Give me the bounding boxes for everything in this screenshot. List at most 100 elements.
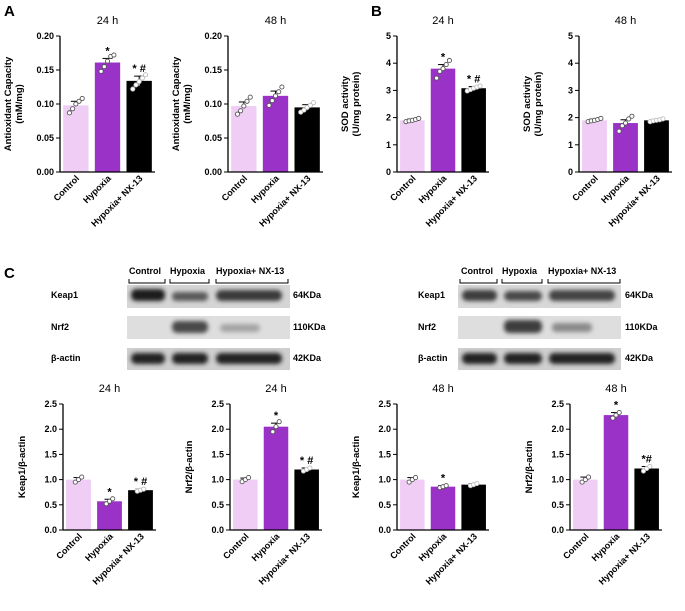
x-tick-label: Hypoxia <box>249 173 282 206</box>
y-tick-label: 0.5 <box>551 500 564 510</box>
data-point <box>141 486 147 492</box>
data-point <box>443 62 449 68</box>
data-point <box>70 106 76 112</box>
kda-64: 64KDa <box>625 290 654 300</box>
significance-label: * <box>107 486 112 498</box>
kda-42: 42KDa <box>293 353 322 363</box>
band-keap1-hypoxia <box>504 291 542 301</box>
data-point <box>273 424 279 430</box>
band-keap1-control <box>462 290 497 301</box>
y-axis-label: (mM/mg) <box>182 84 193 124</box>
data-point <box>106 498 113 504</box>
chart-title: 24 h <box>265 383 286 395</box>
panel-letter-c: C <box>4 265 15 282</box>
bar <box>400 479 425 530</box>
bar <box>461 484 486 530</box>
data-point <box>660 116 666 122</box>
significance-label: * <box>105 45 110 57</box>
y-tick-label: 2.0 <box>44 424 57 434</box>
data-point <box>622 120 629 126</box>
data-point <box>301 107 307 113</box>
data-point <box>406 479 412 485</box>
data-point <box>276 419 282 425</box>
x-tick-label: Control <box>388 173 418 203</box>
y-tick-label: 0 <box>386 167 391 177</box>
data-point <box>579 479 585 485</box>
y-tick-label: 1.0 <box>44 475 57 485</box>
y-tick-label: 0.0 <box>211 525 224 535</box>
bar <box>430 486 456 530</box>
data-point <box>143 72 149 78</box>
chart-3: 48 h 0 1 2 3 4 5 SOD activity (U/mg protein) Cont… <box>522 15 672 229</box>
y-tick-label: 2.5 <box>378 399 391 409</box>
band-keap1-control <box>131 289 165 301</box>
x-tick-label: Control <box>388 531 418 561</box>
data-point <box>619 123 625 129</box>
panel-letter-a: A <box>4 3 15 20</box>
y-tick-label: 2.5 <box>551 399 564 409</box>
data-point <box>412 475 419 481</box>
data-point <box>79 96 85 102</box>
blot-lane-label-control: Control <box>129 266 161 276</box>
y-tick-label: 3 <box>386 85 391 95</box>
y-tick-label: 0.15 <box>36 65 54 75</box>
data-point <box>76 98 82 104</box>
blot-label-keap1: Keap1 <box>418 290 445 300</box>
chart-0: 24 h 0.00 0.05 0.10 0.15 0.20 Antioxidant Capa… <box>3 15 155 229</box>
data-point <box>139 75 145 81</box>
y-axis-label: Nrf2/β-actin <box>184 440 195 493</box>
bar <box>644 120 669 172</box>
data-point <box>101 64 107 70</box>
y-tick-label: 1.0 <box>378 475 391 485</box>
y-tick-label: 1.5 <box>378 449 391 459</box>
y-axis-label: Nrf2/β-actin <box>524 440 535 493</box>
data-point <box>73 101 79 107</box>
bar <box>294 107 320 172</box>
y-axis-label: Keap1/β-actin <box>17 436 28 498</box>
data-point <box>111 52 117 58</box>
blot-lane-label-hypoxia-nx13: Hypoxia+ NX-13 <box>216 266 284 276</box>
data-point <box>434 75 440 81</box>
y-axis-label: Antioxidant Capacity <box>3 56 14 151</box>
chart-5: 24 h 0.0 0.5 1.0 1.5 2.0 2.5 Nrf2/β-actin Contro… <box>184 383 322 587</box>
y-tick-label: 0.0 <box>378 525 391 535</box>
y-tick-label: 4 <box>568 58 573 68</box>
bar <box>430 68 456 172</box>
bar <box>294 469 319 530</box>
data-point <box>110 496 116 502</box>
bar <box>461 88 486 172</box>
x-tick-label: Control <box>220 173 250 203</box>
data-point <box>477 83 483 89</box>
x-tick-label: Hypoxia <box>81 173 114 206</box>
data-point <box>616 410 622 416</box>
chart-title: 24 h <box>97 15 118 27</box>
blot-label-nrf2: Nrf2 <box>51 322 69 332</box>
y-tick-label: 1.0 <box>551 475 564 485</box>
bar <box>128 490 153 530</box>
y-tick-label: 0.20 <box>204 31 222 41</box>
chart-title: 48 h <box>605 383 626 395</box>
y-tick-label: 1.0 <box>211 475 224 485</box>
data-point <box>626 116 632 122</box>
chart-7: 48 h 0.0 0.5 1.0 1.5 2.0 2.5 Nrf2/β-actin Contro… <box>524 383 662 587</box>
y-tick-label: 1 <box>568 140 573 150</box>
data-point <box>136 79 142 85</box>
y-axis-label: SOD activity <box>340 75 351 132</box>
data-point <box>279 84 285 90</box>
y-tick-label: 1.5 <box>211 449 224 459</box>
blot-lane-label-hypoxia-nx13: Hypoxia+ NX-13 <box>548 266 616 276</box>
bar <box>634 468 659 530</box>
data-point <box>272 93 279 99</box>
chart-4: 24 h 0.0 0.5 1.0 1.5 2.0 2.5 Keap1/β-actin Contr… <box>17 383 156 587</box>
chart-title: 48 h <box>615 15 636 27</box>
x-tick-label: Control <box>561 531 591 561</box>
y-tick-label: 2 <box>568 113 573 123</box>
y-tick-label: 0.5 <box>211 500 224 510</box>
data-point <box>66 110 72 116</box>
data-point <box>133 82 139 88</box>
y-tick-label: 0.10 <box>36 99 54 109</box>
band-actin-hypoxia <box>172 353 208 364</box>
y-tick-label: 2.0 <box>211 424 224 434</box>
band-keap1-hypoxia-nx13 <box>216 290 282 301</box>
bar <box>603 415 629 530</box>
